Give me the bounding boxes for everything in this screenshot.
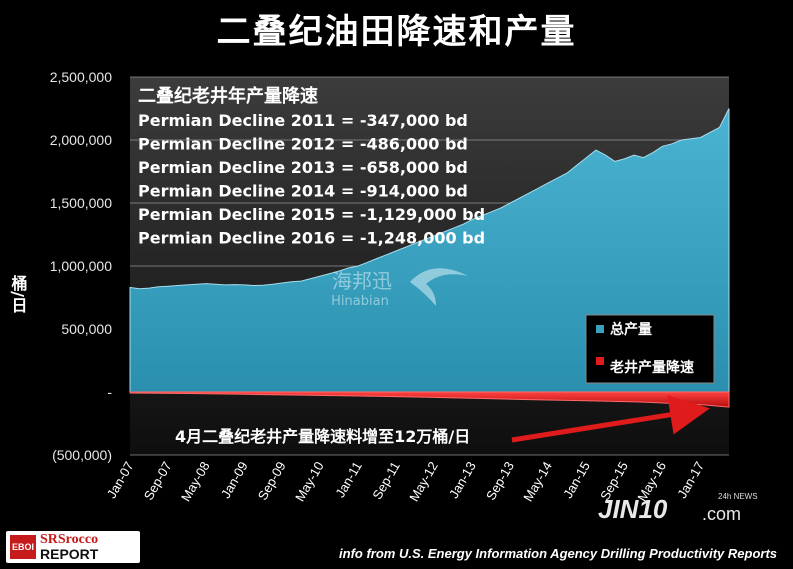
hinabian-watermark: 海邦迅 Hinabian [331,268,468,309]
callout-text: 4月二叠纪老井产量降速料增至12万桶/日 [175,427,470,446]
annotation-title: 二叠纪老井年产量降速 [138,85,318,107]
y-tick-label: 500,000 [61,321,112,337]
y-tick-label: 2,000,000 [50,132,112,148]
callout-arrow-line [511,394,710,443]
x-tick-label: Sep-07 [141,459,175,503]
logo-line-2: REPORT [40,546,99,562]
legend-label: 总产量 [610,321,652,338]
series-area-2 [129,391,730,408]
y-axis: (500,000) - 500,000 1,000,000 1,500,000 2,000… [50,69,113,463]
x-tick-label: Jan-17 [674,459,707,501]
y-axis-label: 桶/日 [9,274,28,313]
jin10-tag: 24h NEWS [718,492,758,501]
y-tick-label: 2,500,000 [50,69,112,85]
x-tick-label: May-14 [520,459,555,504]
legend-swatch [596,357,604,365]
watermark-en: Hinabian [331,294,389,309]
legend-swatch [596,325,604,333]
y-tick-label: 1,000,000 [50,258,112,274]
legend-box [585,314,715,384]
annotation-line: Permian Decline 2015 = -1,129,000 bd [138,205,485,224]
watermark-cn: 海邦迅 [332,269,392,293]
x-tick-label: May-10 [292,459,327,504]
annotation-line: Permian Decline 2011 = -347,000 bd [138,111,468,130]
decline-annotations: 二叠纪老井年产量降速 Permian Decline 2011 = -347,00… [138,85,485,248]
logo-line-1: SRSrocco [40,532,99,547]
x-tick-label: Sep-09 [255,459,289,503]
chart-title: 二叠纪油田降速和产量 [216,12,577,52]
annotation-line: Permian Decline 2013 = -658,000 bd [138,158,468,177]
bird-icon [410,268,468,306]
x-tick-label: Sep-11 [369,459,402,502]
x-tick-label: May-08 [178,459,213,504]
series-areas [129,108,730,408]
y-tick-label: - [107,384,112,400]
x-tick-label: Jan-09 [218,459,251,501]
annotation-line: Permian Decline 2016 = -1,248,000 bd [138,229,485,248]
annotation-line: Permian Decline 2012 = -486,000 bd [138,135,468,154]
y-tick-label: 1,500,000 [50,195,112,211]
jin10-logo: JIN10 [598,494,668,524]
series-area-1 [129,108,730,393]
x-tick-label: Jan-15 [560,459,593,501]
callout-arrow: 4月二叠纪老井产量降速料增至12万桶/日 [175,394,710,446]
x-tick-label: Jan-13 [446,459,479,501]
source-note: info from U.S. Energy Information Agency… [339,546,777,561]
x-tick-label: Jan-11 [332,459,364,500]
jin10-suffix: .com [702,504,742,524]
x-tick-label: Sep-13 [483,459,517,503]
eboi-logo-mark: EBOI [10,535,36,559]
annotation-line: Permian Decline 2014 = -914,000 bd [138,182,468,201]
x-tick-label: May-12 [406,459,441,504]
srsrocco-logo: EBOI SRSrocco REPORT [6,531,140,563]
legend-label: 老井产量降速 [610,359,694,376]
x-tick-label: Jan-07 [104,459,137,501]
y-tick-label: (500,000) [52,447,112,463]
